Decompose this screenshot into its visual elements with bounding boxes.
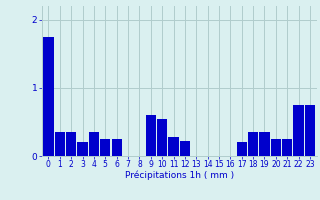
Bar [180,141,190,156]
Bar [271,139,281,156]
Bar [112,139,122,156]
Bar [260,132,270,156]
Bar [236,142,247,156]
X-axis label: Précipitations 1h ( mm ): Précipitations 1h ( mm ) [124,171,234,180]
Bar [89,132,99,156]
Bar [168,137,179,156]
Bar [293,105,304,156]
Bar [157,118,167,156]
Bar [43,37,53,156]
Bar [248,132,258,156]
Bar [55,132,65,156]
Bar [77,142,88,156]
Bar [282,139,292,156]
Bar [305,105,315,156]
Bar [66,132,76,156]
Bar [100,139,110,156]
Bar [146,115,156,156]
